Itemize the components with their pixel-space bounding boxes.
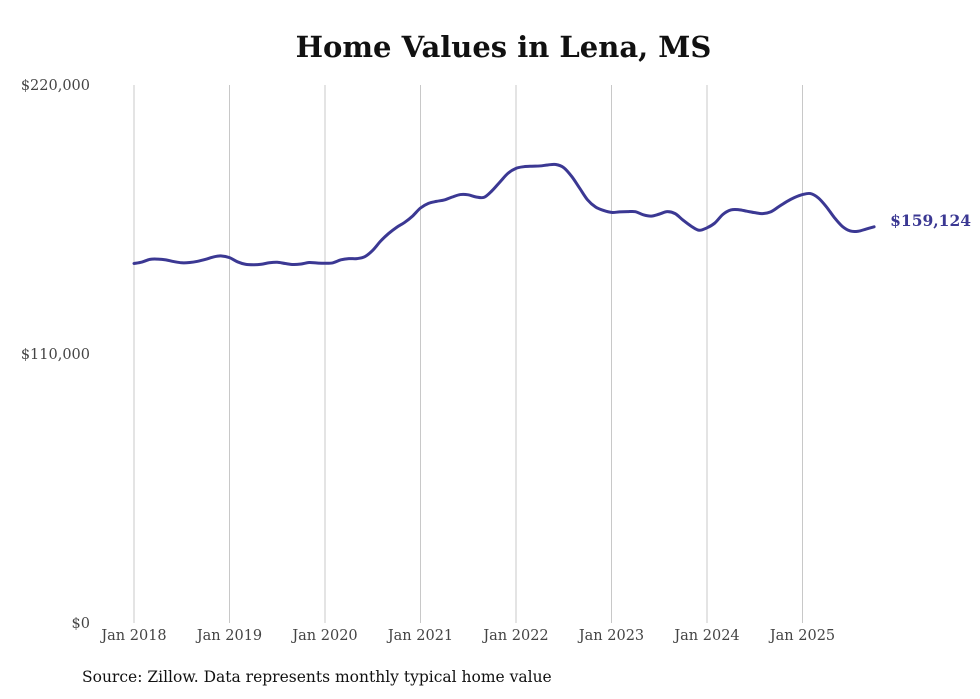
x-tick-label: Jan 2025 <box>768 628 835 644</box>
end-value-label: $159,124 <box>890 211 971 230</box>
gridlines <box>133 85 803 623</box>
series-layer: $159,124 <box>132 162 971 267</box>
x-tick-label: Jan 2024 <box>672 628 739 644</box>
source-note: Source: Zillow. Data represents monthly … <box>82 668 552 686</box>
x-tick-label: Jan 2019 <box>195 628 262 644</box>
x-tick-label: Jan 2020 <box>290 628 357 644</box>
y-axis-ticks: $0 $110,000 $220,000 <box>21 78 90 632</box>
y-tick-label: $220,000 <box>21 78 90 94</box>
chart-title: Home Values in Lena, MS <box>295 30 712 64</box>
x-tick-label: Jan 2023 <box>577 628 644 644</box>
x-tick-label: Jan 2021 <box>386 628 453 644</box>
y-tick-label: $110,000 <box>21 347 90 363</box>
x-tick-label: Jan 2018 <box>99 628 166 644</box>
x-axis-ticks: Jan 2018 Jan 2019 Jan 2020 Jan 2021 Jan 2022… <box>99 628 835 644</box>
x-tick-label: Jan 2022 <box>481 628 548 644</box>
y-tick-label: $0 <box>72 616 90 632</box>
home-value-line <box>132 162 876 267</box>
